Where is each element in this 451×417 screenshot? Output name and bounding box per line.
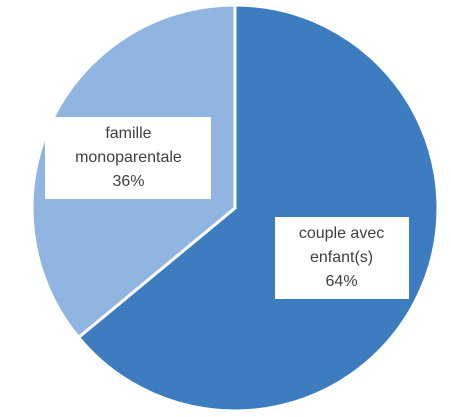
value-label: 64% [325, 273, 358, 291]
value-label: 36% [112, 172, 145, 190]
category-label: famille monoparentale [75, 124, 182, 166]
pie-slice [76, 3, 440, 413]
data-label: famille monoparentale 36% [45, 116, 212, 199]
data-label: couple avec enfant(s) 64% [274, 217, 409, 300]
category-label: couple avec enfant(s) [298, 225, 385, 267]
